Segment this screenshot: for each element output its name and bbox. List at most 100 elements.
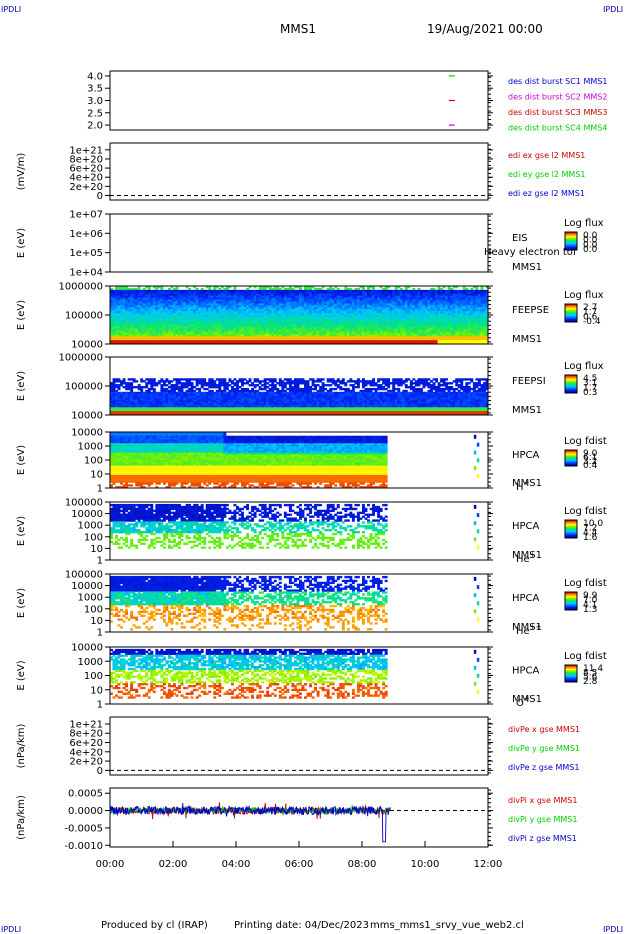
colorbar-title: Log flux <box>564 361 604 372</box>
colorbar-swatch <box>565 671 577 673</box>
colorbar-tick: 6.1 <box>583 453 597 463</box>
colorbar-swatch <box>565 595 577 597</box>
ytick-label: 1e+06 <box>69 229 103 240</box>
colorbar-swatch <box>565 603 577 605</box>
colorbar-swatch <box>565 388 577 390</box>
colorbar-swatch <box>565 679 577 681</box>
colorbar-tick: 0.0 <box>583 240 598 250</box>
colorbar-swatch <box>565 248 577 250</box>
colorbar-swatch <box>565 600 577 602</box>
colorbar-tick: 1.7 <box>583 383 597 393</box>
colorbar-swatch <box>565 387 577 389</box>
colorbar-swatch <box>565 237 577 239</box>
ytick-label: 6e+20 <box>69 164 103 175</box>
instrument-label: HPCA <box>512 593 540 604</box>
colorbar-swatch <box>565 458 577 460</box>
legend-entry: divPi x gse MMS1 <box>508 796 577 805</box>
corner-tr: IPDLI <box>603 5 624 14</box>
colorbar-swatch <box>565 606 577 608</box>
colorbar-swatch <box>565 452 577 454</box>
ytick-label: 100000 <box>65 570 103 581</box>
colorbar-swatch <box>565 314 577 316</box>
colorbar-swatch <box>565 458 577 460</box>
instrument-label: FEEPSE <box>512 305 549 316</box>
colorbar-tick: 4.5 <box>583 374 597 384</box>
ytick-label: 1 <box>97 484 103 495</box>
colorbar-swatch <box>565 385 577 387</box>
footer-produced: Produced by cl (IRAP) <box>101 920 208 931</box>
colorbar-swatch <box>565 384 577 386</box>
panel-frame-burst <box>109 70 489 131</box>
corner-br: IPDLI <box>603 925 624 934</box>
colorbar-swatch <box>565 306 577 308</box>
colorbar-swatch <box>565 529 577 531</box>
legend-entry: divPe y gse MMS1 <box>508 744 580 753</box>
ytick-label: 4e+20 <box>69 747 103 758</box>
colorbar-swatch <box>565 454 577 456</box>
colorbar-tick: 0.4 <box>583 461 598 471</box>
spacecraft-label: MMS1 <box>512 550 542 561</box>
colorbar-swatch <box>565 379 577 381</box>
ytick-label: 8e+20 <box>69 154 103 165</box>
colorbar-swatch <box>565 461 577 463</box>
colorbar-swatch <box>565 595 577 597</box>
colorbar-swatch <box>565 320 577 322</box>
y-axis-label: (mV/m) <box>16 153 27 191</box>
date-title: 19/Aug/2021 00:00 <box>427 22 543 36</box>
ytick-label: 10000 <box>71 340 103 351</box>
colorbar-swatch <box>565 304 577 306</box>
spacecraft-label: MMS1 <box>512 334 542 345</box>
ytick-label: 1e+04 <box>69 268 103 279</box>
ytick-label: 100 <box>84 456 103 467</box>
colorbar-swatch <box>565 601 577 603</box>
colorbar-swatch <box>565 594 577 596</box>
colorbar-tick: 3.2 <box>583 457 597 467</box>
xtick-label: 12:00 <box>474 859 503 870</box>
panel-frame-edi <box>109 142 489 201</box>
colorbar-swatch <box>565 605 577 607</box>
y-axis-label: E (eV) <box>16 371 27 401</box>
corner-bl: IPDLI <box>1 925 22 934</box>
panel-frame-divpe <box>109 716 489 776</box>
colorbar-swatch <box>565 382 577 384</box>
legend-entry: divPe z gse MMS1 <box>508 763 579 772</box>
colorbar-swatch <box>565 319 577 321</box>
colorbar-tick: 0.0 <box>583 231 598 241</box>
ytick-label: 10000 <box>71 509 103 520</box>
ytick-label: 1000 <box>78 657 103 668</box>
ytick-label: 1000 <box>78 442 103 453</box>
colorbar-swatch <box>565 460 577 462</box>
colorbar-swatch <box>565 309 577 311</box>
ytick-label: 10000 <box>71 428 103 439</box>
colorbar-swatch <box>565 307 577 309</box>
colorbar-swatch <box>565 235 577 237</box>
colorbar-swatch <box>565 602 577 604</box>
colorbar-swatch <box>565 607 577 609</box>
extra-label: Heavy electron tof <box>484 247 577 258</box>
footer-printed: Printing date: 04/Dec/2023 <box>234 920 370 931</box>
species-label: H+ <box>516 479 530 493</box>
colorbar-swatch <box>565 674 577 677</box>
colorbar-swatch <box>565 523 577 525</box>
colorbar-swatch <box>565 377 577 379</box>
ytick-label: 0.0000 <box>68 806 103 817</box>
colorbar-swatch <box>565 669 577 671</box>
instrument-label: FEEPSI <box>512 376 546 387</box>
colorbar-tick: 7.2 <box>583 524 597 534</box>
colorbar-swatch <box>565 529 577 531</box>
colorbar-swatch <box>565 521 577 523</box>
legend-entry: des dist burst SC3 MMS3 <box>508 108 607 117</box>
colorbar-tick: 4.1 <box>583 600 597 610</box>
xtick-label: 10:00 <box>411 859 440 870</box>
colorbar-swatch <box>565 462 577 464</box>
colorbar-swatch <box>565 534 577 536</box>
colorbar-tick: 0.0 <box>583 245 598 255</box>
colorbar-swatch <box>565 676 577 678</box>
colorbar-frame <box>564 449 578 467</box>
colorbar-frame <box>564 664 578 683</box>
xtick-label: 02:00 <box>159 859 188 870</box>
colorbar-title: Log fdist <box>564 651 607 662</box>
colorbar-swatch <box>565 604 577 606</box>
